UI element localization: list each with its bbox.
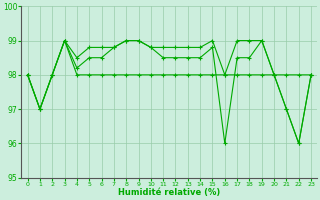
X-axis label: Humidité relative (%): Humidité relative (%): [118, 188, 220, 197]
